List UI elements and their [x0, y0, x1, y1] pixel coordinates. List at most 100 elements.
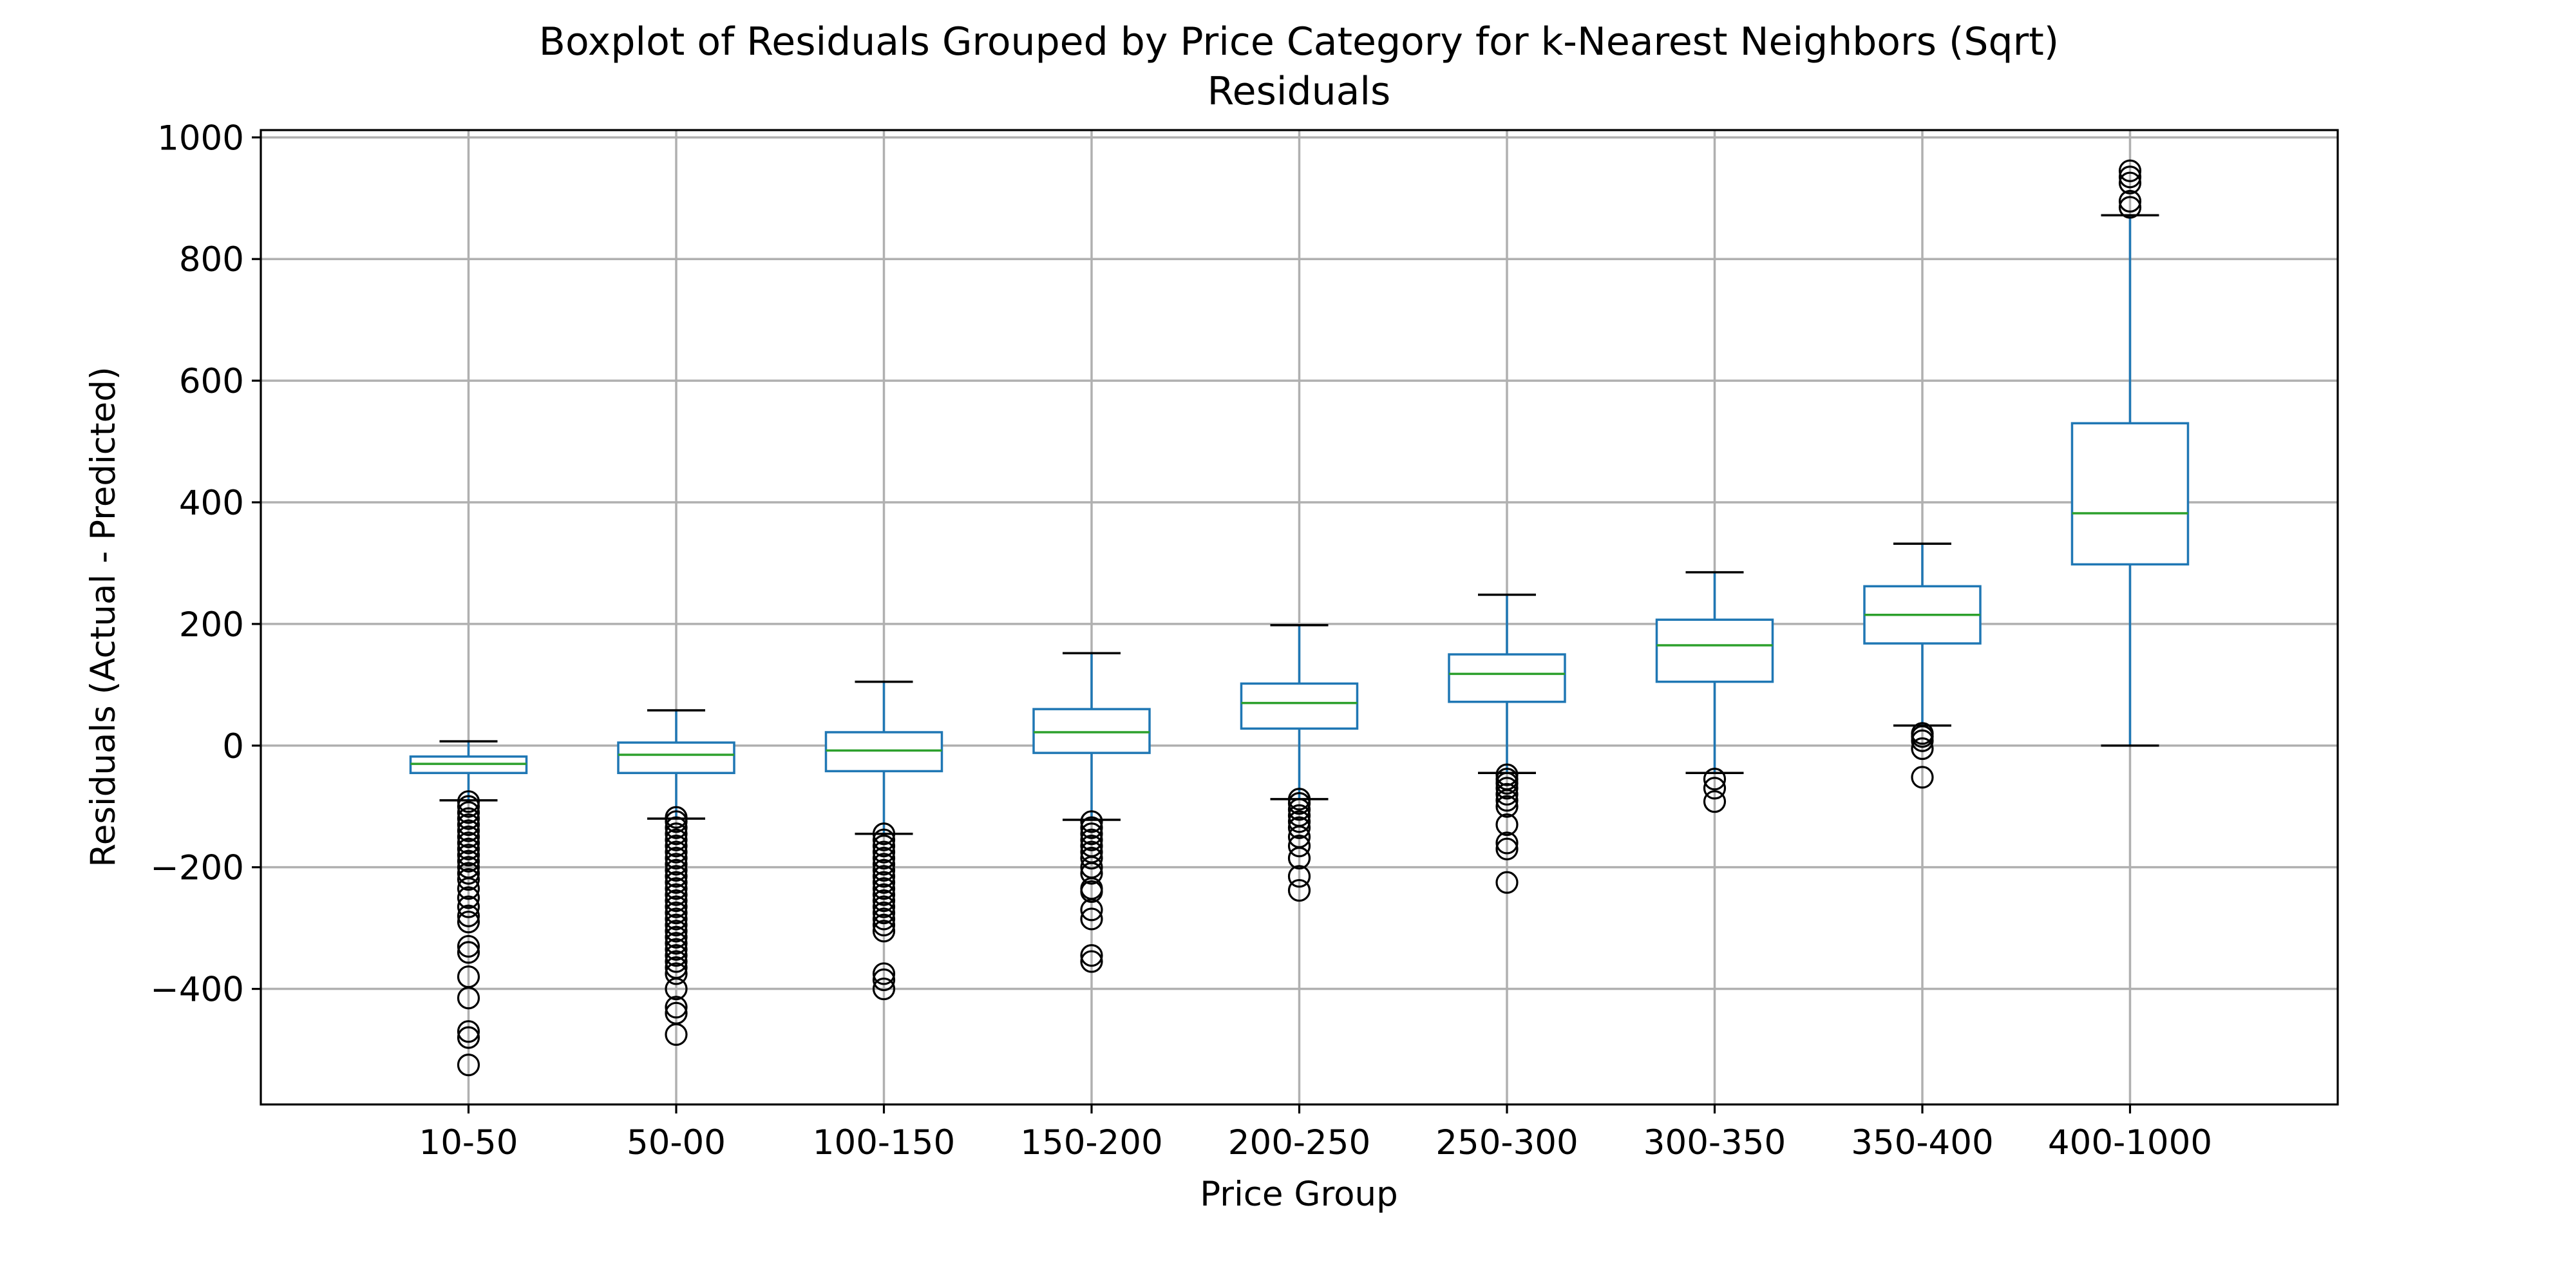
y-tick-label: 400 — [179, 484, 244, 523]
box-group-350-400 — [1863, 542, 1982, 789]
outlier-point — [1495, 782, 1519, 806]
outlier-point — [872, 840, 896, 864]
outlier-point — [1080, 898, 1103, 922]
outlier-point — [1080, 822, 1103, 846]
outlier-point — [1080, 846, 1103, 870]
outlier-point — [1703, 777, 1727, 800]
outlier-point — [457, 819, 480, 842]
outlier-point — [457, 825, 480, 849]
outlier-point — [1703, 768, 1727, 791]
outlier-point — [872, 822, 896, 846]
outlier-point — [457, 867, 480, 891]
outlier-point — [665, 865, 688, 888]
box-iqr — [1240, 682, 1359, 730]
outlier-point — [1287, 878, 1311, 902]
outlier-point — [665, 889, 688, 913]
x-tick-label: 350-400 — [1851, 1123, 1993, 1162]
outlier-point — [665, 846, 688, 870]
outlier-point — [457, 904, 480, 927]
box-iqr — [1032, 708, 1151, 754]
outlier-point — [457, 911, 480, 934]
outlier-point — [872, 835, 896, 858]
outlier-point — [872, 828, 896, 851]
outlier-point — [665, 858, 688, 882]
outlier-point — [872, 895, 896, 918]
chart-title: Boxplot of Residuals Grouped by Price Ca… — [539, 19, 2059, 64]
outlier-point — [665, 840, 688, 864]
outlier-point — [457, 795, 480, 818]
outlier-point — [2118, 196, 2142, 219]
box-iqr — [1655, 618, 1774, 683]
outlier-point — [457, 1020, 480, 1043]
outlier-point — [2118, 189, 2142, 213]
outlier-point — [872, 977, 896, 1001]
outlier-point — [457, 813, 480, 837]
box-group-50-00 — [617, 709, 735, 1046]
outlier-point — [1495, 831, 1519, 855]
box-iqr — [2070, 422, 2190, 566]
outlier-point — [872, 962, 896, 985]
outlier-point — [457, 934, 480, 958]
outlier-point — [457, 790, 480, 813]
outlier-point — [457, 801, 480, 824]
outlier-point — [665, 895, 688, 918]
outlier-point — [1495, 813, 1519, 837]
box-group-250-300 — [1448, 593, 1566, 894]
outlier-point — [665, 822, 688, 846]
outlier-point — [2118, 166, 2142, 189]
outlier-point — [1495, 795, 1519, 818]
outlier-point — [665, 920, 688, 943]
x-tick-label: 150-200 — [1020, 1123, 1162, 1162]
outlier-point — [457, 877, 480, 900]
x-tick-label: 200-250 — [1228, 1123, 1370, 1162]
outlier-point — [1287, 810, 1311, 833]
x-axis-label: Price Group — [1200, 1175, 1398, 1214]
box-group-150-200 — [1032, 652, 1151, 973]
box-iqr — [617, 741, 735, 775]
outlier-point — [1703, 790, 1727, 813]
outlier-point — [457, 837, 480, 860]
outlier-point — [665, 950, 688, 973]
grid-lines — [261, 130, 2338, 1104]
outlier-point — [872, 968, 896, 991]
y-tick-label: 0 — [222, 727, 244, 766]
outlier-point — [1287, 835, 1311, 858]
outlier-point — [872, 858, 896, 882]
outlier-point — [1495, 777, 1519, 800]
outlier-point — [665, 877, 688, 900]
outlier-point — [665, 944, 688, 967]
outlier-point — [872, 907, 896, 931]
outlier-point — [665, 925, 688, 949]
outlier-point — [457, 849, 480, 873]
outlier-point — [665, 871, 688, 894]
outlier-point — [1495, 772, 1519, 795]
outlier-point — [1080, 880, 1103, 904]
outlier-point — [872, 901, 896, 925]
box-group-300-350 — [1655, 571, 1774, 813]
outlier-point — [1080, 907, 1103, 931]
outlier-point — [457, 886, 480, 909]
outlier-point — [665, 1023, 688, 1046]
x-tick-label: 50-00 — [627, 1123, 726, 1162]
outlier-point — [665, 835, 688, 858]
box-group-10-50 — [409, 740, 528, 1077]
outlier-point — [665, 913, 688, 936]
outlier-point — [1080, 862, 1103, 885]
outlier-point — [1911, 737, 1934, 761]
y-tick-label: −400 — [150, 971, 244, 1010]
box-iqr — [824, 731, 943, 773]
y-axis: −400 −200 0 200 400 600 800 1000 — [150, 118, 261, 1010]
box-group-200-250 — [1240, 624, 1359, 902]
outlier-point — [457, 807, 480, 830]
y-tick-label: −200 — [150, 849, 244, 888]
outlier-point — [1287, 816, 1311, 839]
outlier-point — [1287, 798, 1311, 821]
box-iqr — [1448, 653, 1566, 703]
box-series — [409, 159, 2190, 1077]
y-tick-label: 200 — [179, 605, 244, 645]
outlier-point — [1080, 950, 1103, 973]
x-tick-label: 10-50 — [419, 1123, 518, 1162]
outlier-point — [1287, 846, 1311, 870]
outlier-point — [872, 920, 896, 943]
